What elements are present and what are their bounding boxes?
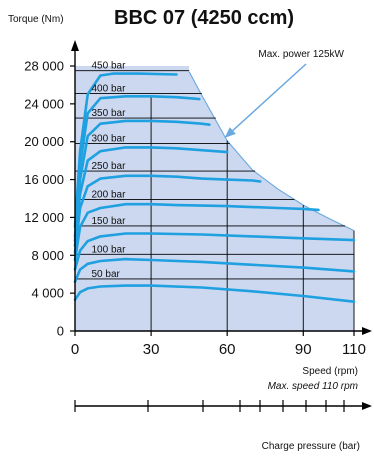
y-tick-label-8000: 8 000 xyxy=(31,248,64,263)
series-label-300-bar: 300 bar xyxy=(91,134,126,145)
series-label-100-bar: 100 bar xyxy=(91,244,126,255)
pressure-series xyxy=(73,72,356,303)
y-tick-label-28000: 28 000 xyxy=(24,59,64,74)
charge-pressure-label: Charge pressure (bar) xyxy=(262,441,360,452)
annotation-arrow-head xyxy=(224,127,236,138)
series-label-450-bar: 450 bar xyxy=(91,61,126,72)
x-axis-arrow xyxy=(362,327,372,335)
series-label-50-bar: 50 bar xyxy=(91,269,120,280)
series-line-450-bar xyxy=(73,72,178,229)
series-line-50-bar xyxy=(73,284,356,303)
y-tick-label-24000: 24 000 xyxy=(24,96,64,111)
series-line-250-bar xyxy=(73,174,262,254)
y-tick-label-12000: 12 000 xyxy=(24,210,64,225)
annotation-arrow-line xyxy=(232,63,307,132)
max-power-annotation: Max. power 125kW xyxy=(258,49,344,60)
operating-region-fill xyxy=(75,66,354,331)
x-tick-label-0: 0 xyxy=(71,341,79,358)
series-line-200-bar xyxy=(73,202,320,262)
series-line-100-bar xyxy=(73,257,356,284)
series-label-250-bar: 250 bar xyxy=(91,161,126,172)
x-tick-label-110: 110 xyxy=(342,341,366,358)
y-axis-label: Torque (Nm) xyxy=(8,14,64,25)
chart-title: BBC 07 (4250 ccm) xyxy=(114,7,294,29)
pressure-series-labels: 450 bar 400 bar 350 bar 300 bar 250 bar 200 b… xyxy=(91,61,126,280)
charge-pressure-ticks xyxy=(74,400,345,412)
series-line-350-bar xyxy=(73,119,211,243)
y-tick-label-20000: 20 000 xyxy=(24,134,64,149)
y-tick-label-4000: 4 000 xyxy=(31,286,64,301)
series-label-200-bar: 200 bar xyxy=(91,189,126,200)
y-axis-arrow xyxy=(71,40,79,51)
power-limit-curve xyxy=(188,71,355,232)
charge-pressure-axis-arrow xyxy=(362,402,372,410)
series-label-150-bar: 150 bar xyxy=(91,216,126,227)
x-tick-label-60: 60 xyxy=(219,341,236,358)
max-speed-label: Max. speed 110 rpm xyxy=(268,381,358,392)
x-tick-label-30: 30 xyxy=(143,341,160,358)
y-ticks: 0 4 000 8 000 12 000 16 000 20 000 24 000 28 00… xyxy=(24,59,75,339)
series-label-350-bar: 350 bar xyxy=(91,108,126,119)
series-line-150-bar xyxy=(73,232,356,271)
series-line-400-bar xyxy=(73,95,201,238)
x-tick-label-90: 90 xyxy=(295,341,312,358)
y-tick-label-16000: 16 000 xyxy=(24,172,64,187)
y-tick-label-0: 0 xyxy=(57,324,64,339)
x-axis-label: Speed (rpm) xyxy=(302,366,358,377)
series-line-300-bar xyxy=(73,146,229,248)
x-ticks: 0 30 60 90 110 xyxy=(71,331,366,358)
series-label-400-bar: 400 bar xyxy=(91,83,126,94)
label-baselines xyxy=(75,70,354,280)
